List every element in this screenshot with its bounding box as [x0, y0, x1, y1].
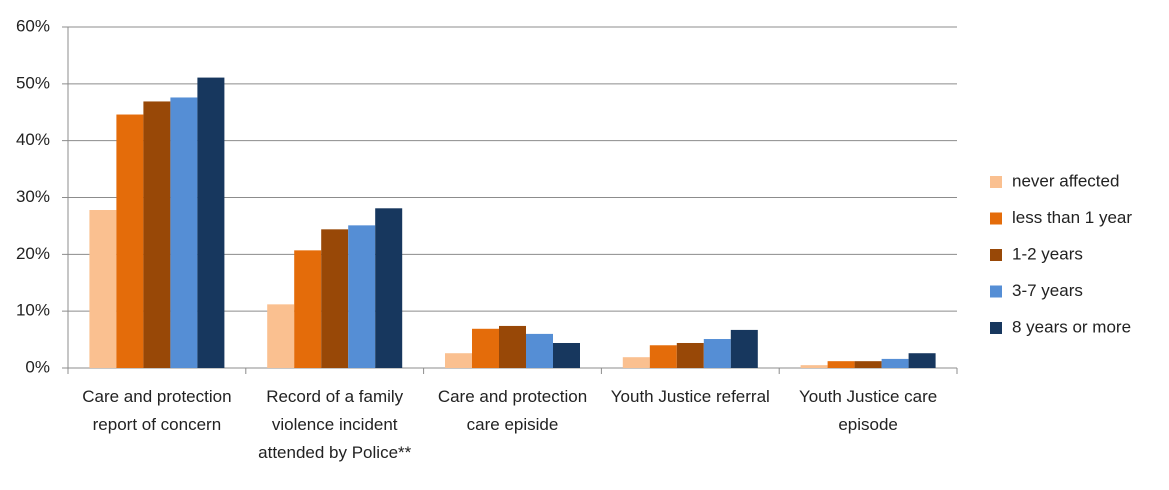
- bar: [499, 325, 526, 368]
- bar: [294, 250, 322, 368]
- x-tick-label: Record of a family violence incident atten…: [258, 387, 411, 462]
- y-tick-label: 40%: [16, 130, 50, 149]
- bar: [321, 229, 349, 368]
- y-tick-label: 30%: [16, 187, 50, 206]
- x-tick-label: Youth Justice care episode: [799, 387, 937, 434]
- bar: [649, 345, 677, 368]
- legend-swatch: [990, 249, 1002, 261]
- legend-swatch: [990, 212, 1002, 225]
- bar: [881, 358, 909, 368]
- legend-swatch: [990, 176, 1002, 188]
- bar: [553, 342, 580, 368]
- y-tick-label: 20%: [16, 244, 50, 263]
- bar: [170, 97, 198, 369]
- legend-label: less than 1 year: [1012, 208, 1132, 227]
- bar: [703, 339, 731, 368]
- bar: [526, 333, 553, 368]
- bar: [622, 357, 650, 368]
- bar: [854, 361, 882, 368]
- bar: [143, 101, 171, 369]
- legend-label: 1-2 years: [1012, 244, 1083, 263]
- x-tick-label: Care and protection report of concern: [82, 387, 231, 434]
- bar: [89, 210, 117, 368]
- bar: [676, 342, 704, 368]
- bar: [267, 304, 295, 368]
- y-tick-label: 0%: [25, 357, 50, 376]
- legend-label: never affected: [1012, 171, 1119, 190]
- legend-label: 8 years or more: [1012, 317, 1131, 336]
- y-tick-label: 60%: [16, 16, 50, 35]
- y-tick-label: 50%: [16, 73, 50, 92]
- bar: [472, 328, 499, 368]
- bar: [197, 77, 225, 368]
- legend-swatch: [990, 322, 1002, 334]
- bar: [800, 365, 828, 368]
- bar: [348, 225, 376, 368]
- bar: [116, 114, 144, 368]
- y-tick-label: 10%: [16, 301, 50, 320]
- x-tick-label: Care and protection care episide: [438, 387, 587, 434]
- bar: [908, 353, 936, 368]
- x-tick-label: Youth Justice referral: [611, 387, 770, 406]
- bar: [375, 208, 403, 368]
- bar: [827, 361, 855, 368]
- legend-swatch: [990, 285, 1002, 298]
- legend-label: 3-7 years: [1012, 281, 1083, 300]
- bar: [445, 353, 472, 368]
- bar: [730, 329, 758, 368]
